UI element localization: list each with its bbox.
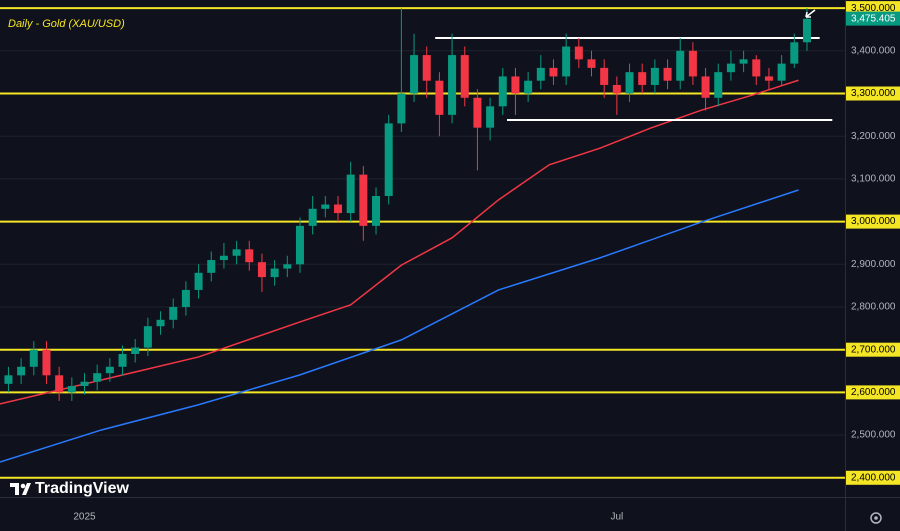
- candle-body: [207, 260, 216, 273]
- y-tick-label: 3,300.000: [851, 88, 896, 99]
- price-tag: [846, 11, 900, 26]
- candle-body: [473, 97, 482, 128]
- candle-body: [676, 50, 685, 81]
- candle-body: [118, 353, 127, 367]
- candle-body: [638, 72, 647, 85]
- moving-average: [0, 189, 799, 463]
- candle-body: [42, 349, 51, 376]
- y-tick-label: 3,000.000: [851, 216, 896, 227]
- y-tick-label: 3,200.000: [851, 131, 896, 142]
- candle-body: [245, 249, 254, 263]
- candle-body: [498, 76, 507, 107]
- candle-body: [688, 50, 697, 77]
- y-tick-label: 2,600.000: [851, 387, 896, 398]
- y-tick-label: 2,900.000: [851, 259, 896, 270]
- candle-body: [334, 204, 342, 214]
- watermark-logo: [10, 483, 31, 495]
- candle-body: [181, 289, 190, 307]
- candle-body: [169, 306, 178, 320]
- candle-body: [55, 375, 64, 393]
- candle-body: [612, 84, 621, 94]
- candle-body: [549, 67, 558, 77]
- candle-body: [308, 208, 317, 226]
- y-tick-label: 3,100.000: [851, 174, 896, 185]
- level-label-box: [846, 1, 900, 16]
- candle-body: [777, 63, 786, 81]
- candle-body: [448, 55, 457, 115]
- candle-body: [587, 59, 596, 68]
- candle-body: [346, 174, 355, 214]
- level-label-box: [846, 342, 900, 357]
- candle-body: [764, 76, 773, 81]
- candle-body: [714, 72, 723, 98]
- candle-body: [131, 347, 140, 354]
- candle-body: [4, 375, 13, 384]
- candle-body: [359, 174, 368, 226]
- candle-body: [562, 46, 571, 77]
- level-label-box: [846, 214, 900, 229]
- settings-icon[interactable]: [870, 512, 882, 524]
- candle-body: [511, 76, 520, 94]
- candle-body: [80, 381, 89, 386]
- candle-body: [372, 195, 381, 226]
- candle-body: [143, 326, 152, 348]
- candle-body: [600, 67, 609, 85]
- chart-title: Daily - Gold (XAU/USD): [8, 18, 125, 30]
- candle-body: [283, 264, 292, 269]
- candle-body: [486, 106, 495, 128]
- candle-body: [257, 262, 266, 278]
- level-label-box: [846, 385, 900, 400]
- y-tick-label: 2,500.000: [851, 430, 896, 441]
- candle-body: [384, 123, 393, 196]
- x-tick-label: 2025: [73, 512, 96, 523]
- candle-body: [67, 385, 76, 393]
- candle-body: [422, 55, 431, 81]
- level-label-box: [846, 470, 900, 485]
- candle-body: [460, 55, 469, 98]
- arrow: [805, 9, 816, 18]
- y-tick-label: 2,700.000: [851, 344, 896, 355]
- x-tick-label: Jul: [610, 512, 623, 523]
- y-tick-label: 3,500.000: [851, 3, 896, 14]
- candle-body: [726, 63, 735, 73]
- candle-body: [625, 72, 634, 94]
- y-tick-label: 2,400.000: [851, 472, 896, 483]
- candle-body: [790, 42, 799, 64]
- candle-body: [219, 255, 228, 261]
- plot-area: [0, 7, 845, 479]
- candle-body: [536, 67, 545, 81]
- candle-body: [524, 80, 533, 94]
- candle-body: [435, 80, 444, 115]
- candle-body: [29, 349, 38, 367]
- candle-body: [105, 366, 114, 374]
- candle-body: [93, 373, 102, 382]
- candle-body: [270, 268, 279, 278]
- candle-body: [194, 272, 203, 290]
- moving-average: [0, 79, 799, 405]
- candle-body: [574, 46, 583, 60]
- candle-body: [397, 93, 406, 124]
- candle-body: [232, 249, 241, 256]
- candle-body: [739, 59, 748, 64]
- candle-body: [17, 366, 26, 376]
- candle-body: [663, 67, 672, 81]
- candle-body: [802, 18, 811, 43]
- candle-body: [701, 76, 710, 98]
- candle-body: [295, 225, 304, 265]
- candle-body: [410, 55, 419, 94]
- candle-body: [650, 67, 659, 85]
- candle-body: [752, 59, 761, 77]
- price-tag-label: 3,475.405: [851, 13, 896, 24]
- watermark: TradingView: [35, 480, 130, 497]
- candle-body: [156, 319, 165, 327]
- candle-body: [321, 204, 330, 209]
- y-tick-label: 3,400.000: [851, 45, 896, 56]
- y-tick-label: 2,800.000: [851, 302, 896, 313]
- level-label-box: [846, 86, 900, 101]
